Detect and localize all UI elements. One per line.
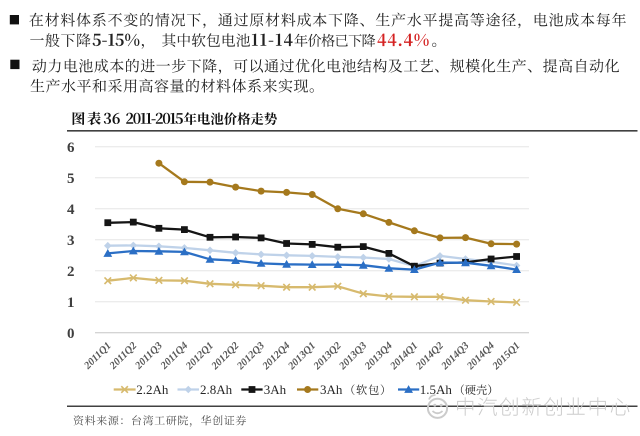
svg-text:3Ah: 3Ah	[264, 382, 287, 397]
svg-text:1.5Ah: 1.5Ah	[420, 382, 453, 397]
svg-text:2014Q2: 2014Q2	[414, 340, 447, 373]
svg-text:2014Q3: 2014Q3	[439, 340, 471, 372]
svg-text:3Ah: 3Ah	[320, 382, 343, 397]
svg-text:6: 6	[67, 140, 75, 156]
svg-text:0: 0	[67, 326, 75, 342]
svg-text:2014Q1: 2014Q1	[388, 340, 420, 372]
svg-text:2014Q4: 2014Q4	[465, 340, 497, 372]
svg-text:2012Q1: 2012Q1	[184, 340, 216, 372]
svg-text:5: 5	[67, 171, 75, 187]
svg-text:2012Q3: 2012Q3	[235, 340, 267, 372]
svg-text:2012Q4: 2012Q4	[260, 340, 292, 372]
svg-text:2015Q1: 2015Q1	[490, 340, 522, 372]
svg-text:2013Q2: 2013Q2	[311, 340, 344, 373]
svg-text:2013Q4: 2013Q4	[362, 340, 394, 372]
svg-text:4: 4	[67, 202, 75, 218]
svg-text:2: 2	[67, 264, 75, 280]
svg-text:2011Q1: 2011Q1	[82, 340, 114, 372]
svg-text:2.8Ah: 2.8Ah	[200, 382, 233, 397]
svg-text:1: 1	[67, 295, 75, 311]
svg-text:2013Q1: 2013Q1	[286, 340, 318, 372]
svg-text:3: 3	[67, 233, 75, 249]
svg-text:2011Q4: 2011Q4	[158, 340, 190, 372]
svg-text:2.2Ah: 2.2Ah	[136, 382, 169, 397]
svg-text:2011Q2: 2011Q2	[107, 340, 140, 373]
svg-text:2012Q2: 2012Q2	[209, 340, 242, 373]
svg-text:2011Q3: 2011Q3	[133, 340, 165, 372]
svg-text:2013Q3: 2013Q3	[337, 340, 369, 372]
